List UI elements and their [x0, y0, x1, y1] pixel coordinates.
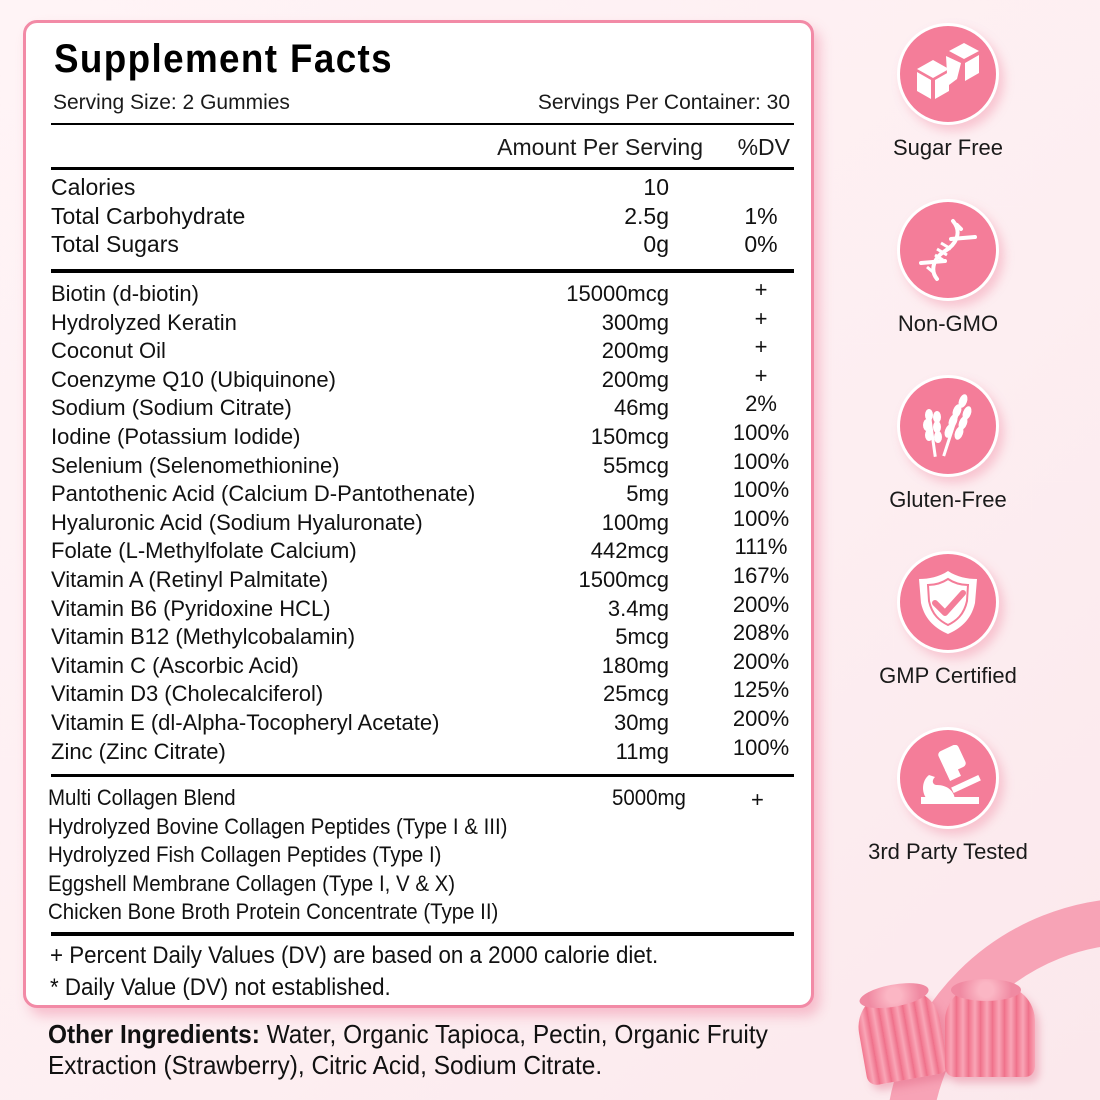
badge-3rd-party-tested: 3rd Party Tested	[868, 727, 1028, 865]
badge-label: Non-GMO	[897, 311, 999, 336]
serving-size: Serving Size: 2 Gummies	[53, 91, 290, 114]
fact-row: Calories 10	[51, 174, 669, 200]
servings-per-container: Servings Per Container: 30	[537, 91, 790, 114]
badge-label: Gluten-Free	[889, 487, 1007, 512]
divider	[51, 774, 794, 777]
nutrient-row: Vitamin C (Ascorbic Acid) 180mg 200%	[51, 648, 790, 678]
shield-check-icon	[919, 571, 977, 634]
nutrient-row: Hydrolyzed Keratin 300mg +	[51, 305, 768, 335]
nutrient-row: Biotin (d-biotin) 15000mcg +	[51, 277, 768, 306]
nutrient-row: Vitamin A (Retinyl Palmitate) 1500mcg 167%	[51, 563, 790, 592]
blend-component: Chicken Bone Broth Protein Concentrate (…	[48, 899, 499, 924]
wheat-icon	[923, 394, 972, 457]
nutrient-row: Vitamin D3 (Cholecalciferol) 25mcg 125%	[51, 677, 790, 707]
nutrient-row: Folate (L-Methylfolate Calcium) 442mcg 111…	[51, 534, 788, 564]
blend-component: Eggshell Membrane Collagen (Type I, V & …	[48, 871, 456, 896]
badge-label: 3rd Party Tested	[868, 839, 1028, 864]
blend-component: Hydrolyzed Bovine Collagen Peptides (Typ…	[48, 814, 508, 839]
other-ingredients-text: Water, Organic Tapioca, Pectin, Organic …	[48, 1019, 768, 1080]
col-header-dv: %DV	[737, 134, 790, 160]
microscope-icon	[921, 745, 981, 804]
nutrient-row: Coconut Oil 200mg +	[51, 334, 768, 364]
footnote-dv: + Percent Daily Values (DV) are based on…	[50, 942, 659, 969]
nutrient-row: Hyaluronic Acid (Sodium Hyaluronate) 100m…	[51, 505, 790, 535]
nutrient-row: Vitamin E (dl-Alpha-Tocopheryl Acetate) 3…	[51, 706, 790, 735]
blend-name: Multi Collagen Blend	[48, 785, 236, 810]
other-ingredients-label: Other Ingredients:	[48, 1019, 260, 1049]
blend-amount: 5000mg	[612, 785, 686, 810]
badge-gluten-free: Gluten-Free	[868, 375, 1028, 513]
fact-row: Total Sugars 0g 0%	[51, 231, 778, 257]
panel-title: Supplement Facts	[54, 37, 394, 81]
badge-label: Sugar Free	[892, 135, 1004, 160]
footnote-not-established: * Daily Value (DV) not established.	[50, 974, 391, 1001]
nutrient-row: Coenzyme Q10 (Ubiquinone) 200mg +	[51, 362, 768, 392]
divider-thick	[51, 932, 794, 936]
badge-gmp-certified: GMP Certified	[868, 551, 1028, 689]
dna-icon	[919, 219, 977, 281]
divider	[51, 167, 794, 170]
nutrient-row: Iodine (Potassium Iodide) 150mcg 100%	[51, 420, 790, 449]
blend-dv: +	[751, 787, 764, 812]
badge-non-gmo: Non-GMO	[868, 199, 1028, 337]
nutrient-row: Zinc (Zinc Citrate) 11mg 100%	[51, 734, 790, 764]
blend-component: Hydrolyzed Fish Collagen Peptides (Type …	[48, 842, 442, 867]
fact-row: Total Carbohydrate 2.5g 1%	[51, 203, 778, 229]
badge-sugar-free: Sugar Free	[868, 23, 1028, 161]
gummy-image	[945, 979, 1035, 1077]
other-ingredients: Other Ingredients: Water, Organic Tapioc…	[48, 1019, 781, 1081]
sugar-cubes-icon	[917, 43, 979, 99]
nutrient-row: Selenium (Selenomethionine) 55mcg 100%	[51, 448, 790, 478]
badge-label: GMP Certified	[879, 663, 1017, 688]
supplement-facts-panel: Supplement Facts Serving Size: 2 Gummies…	[23, 20, 814, 1008]
divider	[51, 123, 794, 125]
nutrient-row: Vitamin B12 (Methylcobalamin) 5mcg 208%	[51, 620, 790, 650]
nutrient-row: Pantothenic Acid (Calcium D-Pantothenate…	[51, 477, 790, 507]
divider-thick	[51, 269, 794, 273]
nutrient-row: Sodium (Sodium Citrate) 46mg 2%	[51, 391, 777, 421]
col-header-amount: Amount Per Serving	[497, 134, 703, 160]
nutrient-row: Vitamin B6 (Pyridoxine HCL) 3.4mg 200%	[51, 591, 790, 621]
